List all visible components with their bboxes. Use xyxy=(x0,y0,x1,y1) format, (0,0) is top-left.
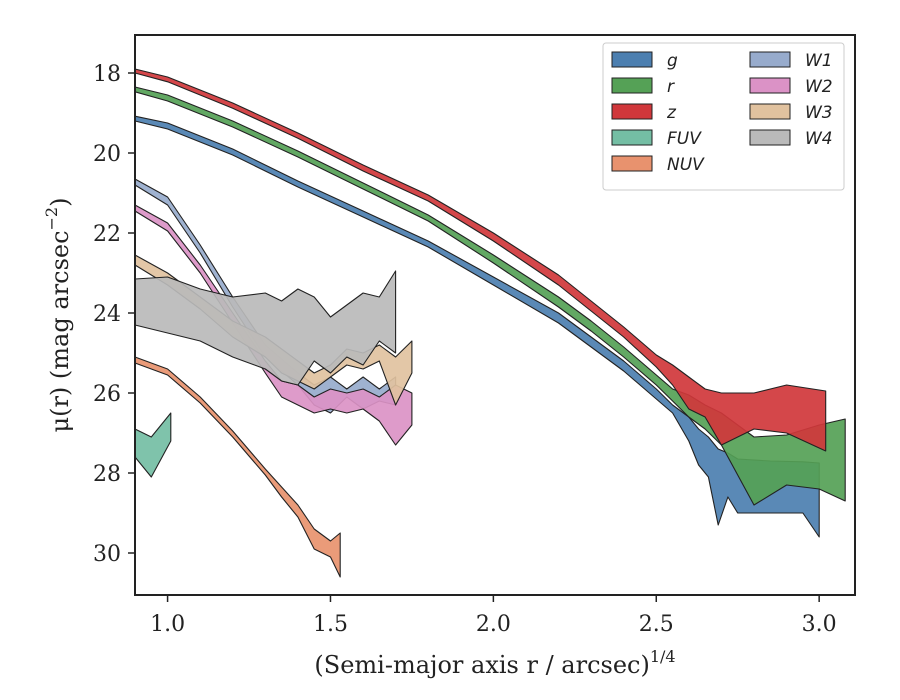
band-fuv xyxy=(134,412,172,478)
x-axis-ticks: 1.0 1.5 2.0 2.5 3.0 xyxy=(150,595,837,637)
legend-label: W3 xyxy=(805,103,833,123)
legend-item-z: z xyxy=(611,103,677,123)
band-nuv xyxy=(134,356,341,578)
legend-item-fuv: FUV xyxy=(611,129,702,149)
y-axis-ticks: 18 20 22 24 26 28 30 xyxy=(93,62,135,567)
legend-swatch xyxy=(611,51,653,68)
y-tick-label: 28 xyxy=(93,462,121,487)
y-tick-label: 20 xyxy=(93,142,121,167)
band-w4 xyxy=(134,270,397,386)
y-tick-label: 18 xyxy=(93,62,121,87)
legend-item-w4: W4 xyxy=(749,129,833,149)
legend-label: NUV xyxy=(667,155,705,175)
legend-swatch xyxy=(611,155,653,172)
y-tick-label: 30 xyxy=(93,542,121,567)
legend-swatch xyxy=(749,103,791,120)
x-tick-label: 1.5 xyxy=(313,612,348,637)
y-axis-label-close: ) xyxy=(46,198,74,207)
legend-swatch xyxy=(749,77,791,94)
x-tick-label: 1.0 xyxy=(150,612,185,637)
legend-label: FUV xyxy=(667,129,702,149)
legend-item-nuv: NUV xyxy=(611,155,705,175)
legend-label: W4 xyxy=(805,129,833,149)
x-tick-label: 2.0 xyxy=(476,612,511,637)
legend-swatch xyxy=(611,129,653,146)
x-tick-label: 3.0 xyxy=(802,612,837,637)
legend-swatch xyxy=(611,77,653,94)
x-tick-label: 2.5 xyxy=(639,612,674,637)
legend-item-w1: W1 xyxy=(749,51,833,71)
legend-swatch xyxy=(749,129,791,146)
x-axis-label: (Semi-major axis r / arcsec)1/4 xyxy=(314,647,675,679)
legend-item-r: r xyxy=(611,77,675,97)
legend-label: g xyxy=(667,51,678,71)
y-axis-label: μ(r) (mag arcsec−2) xyxy=(42,198,74,433)
axes-frame xyxy=(134,34,856,596)
x-axis-label-superscript: 1/4 xyxy=(650,647,676,666)
legend-label: z xyxy=(666,103,677,123)
y-axis-label-superscript: −2 xyxy=(42,207,61,231)
legend-label: W1 xyxy=(805,51,833,71)
plot-area xyxy=(134,68,846,578)
legend-item-w3: W3 xyxy=(749,103,833,123)
y-tick-label: 24 xyxy=(93,302,121,327)
legend-label: W2 xyxy=(805,77,833,97)
legend-swatch xyxy=(749,51,791,68)
legend-item-w2: W2 xyxy=(749,77,833,97)
band-r xyxy=(134,86,846,506)
band-z xyxy=(134,68,827,452)
legend-swatch xyxy=(611,103,653,120)
y-tick-label: 26 xyxy=(93,382,121,407)
legend: grz FUV NUV W1 W2 W3 W4 xyxy=(602,42,845,191)
y-tick-label: 22 xyxy=(93,222,121,247)
legend-label: r xyxy=(667,77,675,97)
legend-item-g: g xyxy=(611,51,678,71)
